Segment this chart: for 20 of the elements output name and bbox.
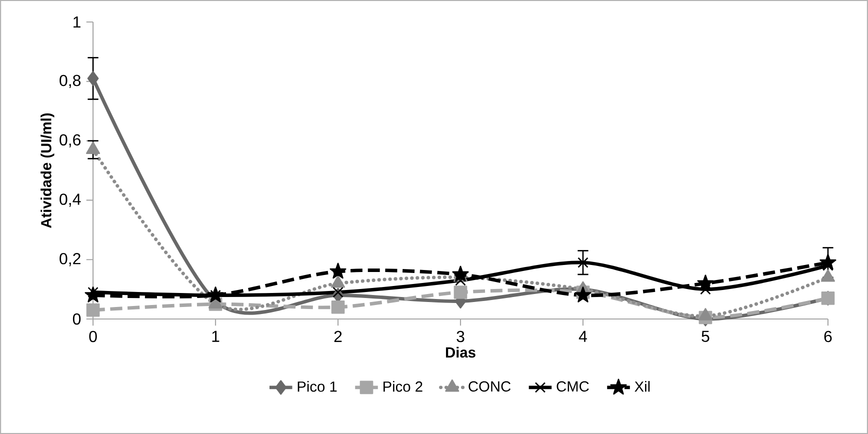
- legend-label: Pico 1: [298, 381, 337, 392]
- x-tick-label: 2: [334, 330, 342, 342]
- x-tick-label: 6: [824, 330, 832, 342]
- x-axis-title: Dias: [446, 346, 476, 358]
- legend-label: CMC: [556, 381, 589, 392]
- y-tick-label: 0: [72, 313, 81, 325]
- x-tick-label: 0: [89, 330, 97, 342]
- legend-label: Xil: [634, 381, 650, 392]
- x-tick-label: 3: [456, 330, 464, 342]
- y-tick-label: 0,4: [60, 194, 81, 207]
- x-tick-label: 1: [212, 330, 220, 342]
- y-tick-label: 0,8: [60, 74, 81, 88]
- legend-label: Pico 2: [383, 381, 422, 392]
- y-tick-label: 0,2: [60, 252, 80, 266]
- legend-label: CONC: [468, 381, 511, 392]
- y-tick-label: 1: [74, 16, 80, 28]
- y-axis-title: Atividade (UI/ml): [40, 113, 54, 228]
- x-tick-label: 5: [702, 330, 710, 342]
- y-tick-label: 0,6: [60, 134, 81, 148]
- x-tick-label: 4: [578, 330, 587, 342]
